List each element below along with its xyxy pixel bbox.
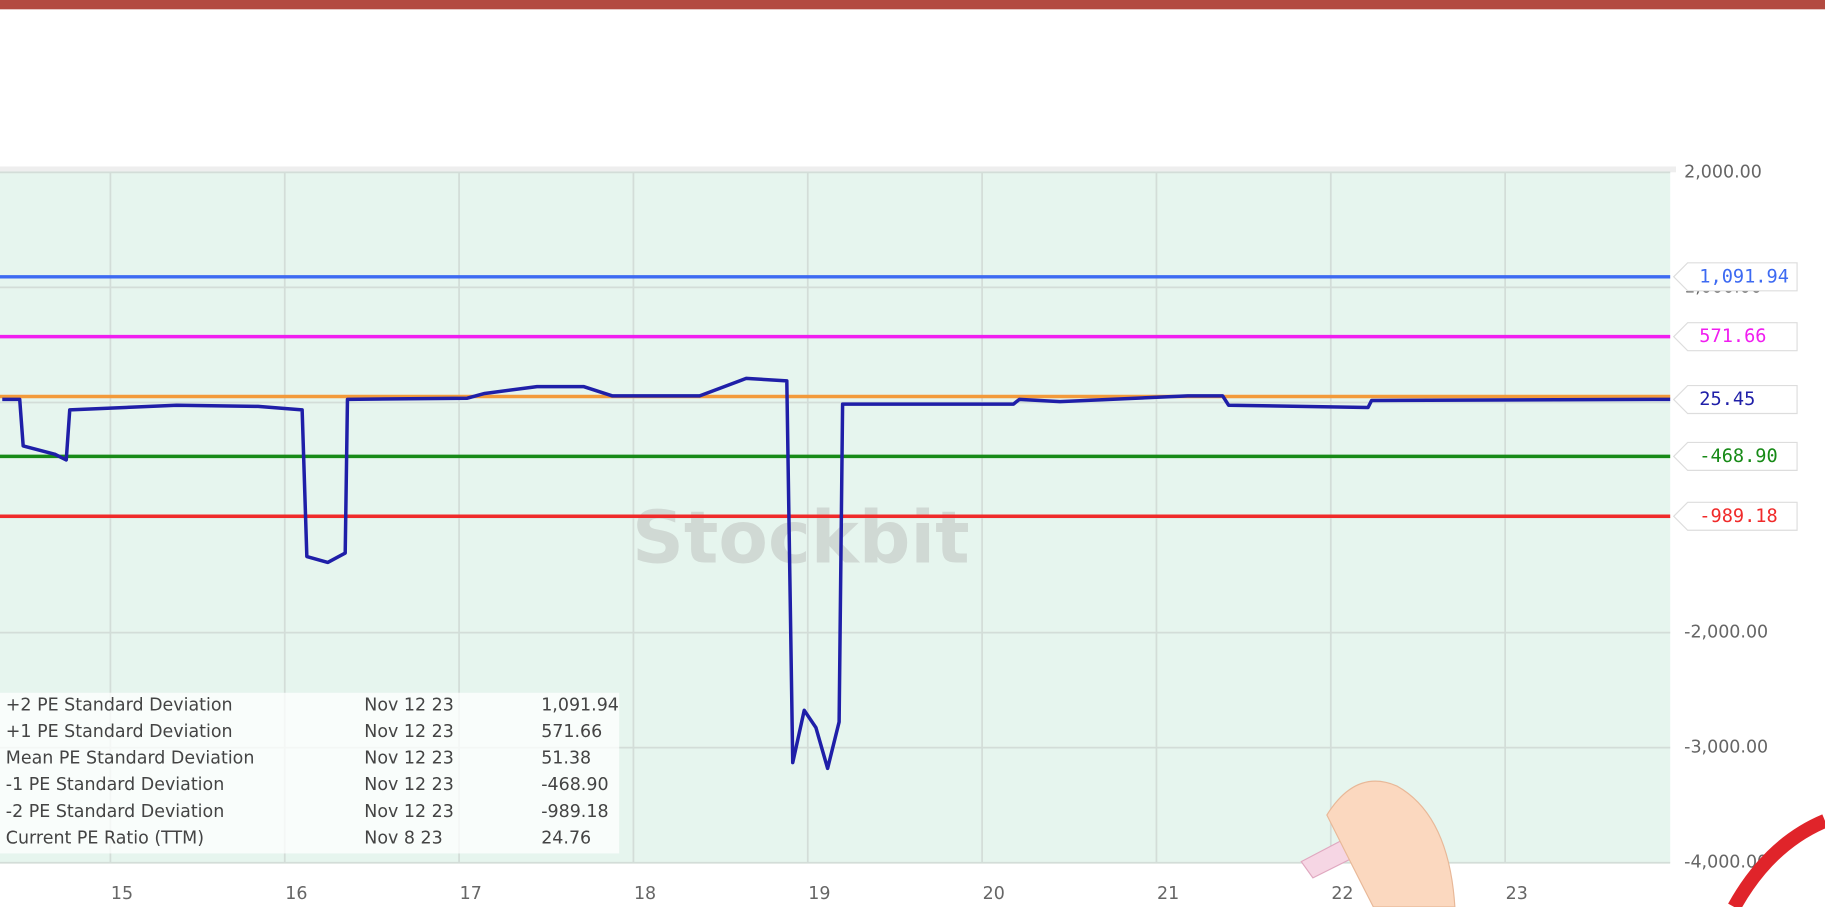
legend-cell: -1 PE Standard Deviation [6, 775, 224, 795]
legend-cell: 51.38 [541, 749, 591, 769]
x-tick-label: 23 [1506, 884, 1528, 904]
x-tick-label: 22 [1331, 884, 1353, 904]
legend-cell: 571.66 [541, 722, 602, 742]
legend-cell: +1 PE Standard Deviation [6, 722, 233, 742]
x-tick-label: 21 [1157, 884, 1179, 904]
value-tag-label: -989.18 [1699, 506, 1777, 527]
legend-cell: -468.90 [541, 775, 608, 795]
legend-cell: 1,091.94 [541, 696, 619, 716]
legend-cell: Nov 8 23 [364, 828, 442, 848]
top-bar [0, 0, 1825, 9]
x-tick-label: 19 [808, 884, 830, 904]
legend-cell: Current PE Ratio (TTM) [6, 828, 204, 848]
legend-cell: Nov 12 23 [364, 749, 454, 769]
legend-cell: Nov 12 23 [364, 802, 454, 822]
watermark: Stockbit [632, 497, 970, 581]
legend-cell: -989.18 [541, 802, 608, 822]
page: {"chart_data": { "type": "line", "x": [1… [0, 0, 1825, 907]
legend-cell: +2 PE Standard Deviation [6, 696, 233, 716]
value-tag-label: 25.45 [1699, 389, 1755, 410]
y-tick-label: -2,000.00 [1684, 623, 1768, 643]
legend-cell: -2 PE Standard Deviation [6, 802, 224, 822]
legend-cell: Nov 12 23 [364, 722, 454, 742]
legend-cell: Mean PE Standard Deviation [6, 749, 255, 769]
x-tick-label: 17 [460, 884, 482, 904]
legend-table: +2 PE Standard Deviation Nov 12 23 1,091.9… [0, 693, 619, 854]
legend-cell: Nov 12 23 [364, 696, 454, 716]
x-tick-label: 15 [111, 884, 133, 904]
legend-cell: 24.76 [541, 828, 591, 848]
chart: Stockbit +2 PE Standard Deviation Nov 12 … [0, 0, 1825, 907]
x-tick-label: 18 [634, 884, 656, 904]
y-tick-label: 2,000.00 [1684, 162, 1762, 182]
x-tick-label: 20 [983, 884, 1005, 904]
legend-cell: Nov 12 23 [364, 775, 454, 795]
value-tag-label: 1,091.94 [1699, 266, 1789, 287]
value-tag-label: -468.90 [1699, 446, 1777, 467]
y-tick-label: -3,000.00 [1684, 738, 1768, 758]
value-tag-label: 571.66 [1699, 326, 1766, 347]
x-tick-label: 16 [285, 884, 307, 904]
